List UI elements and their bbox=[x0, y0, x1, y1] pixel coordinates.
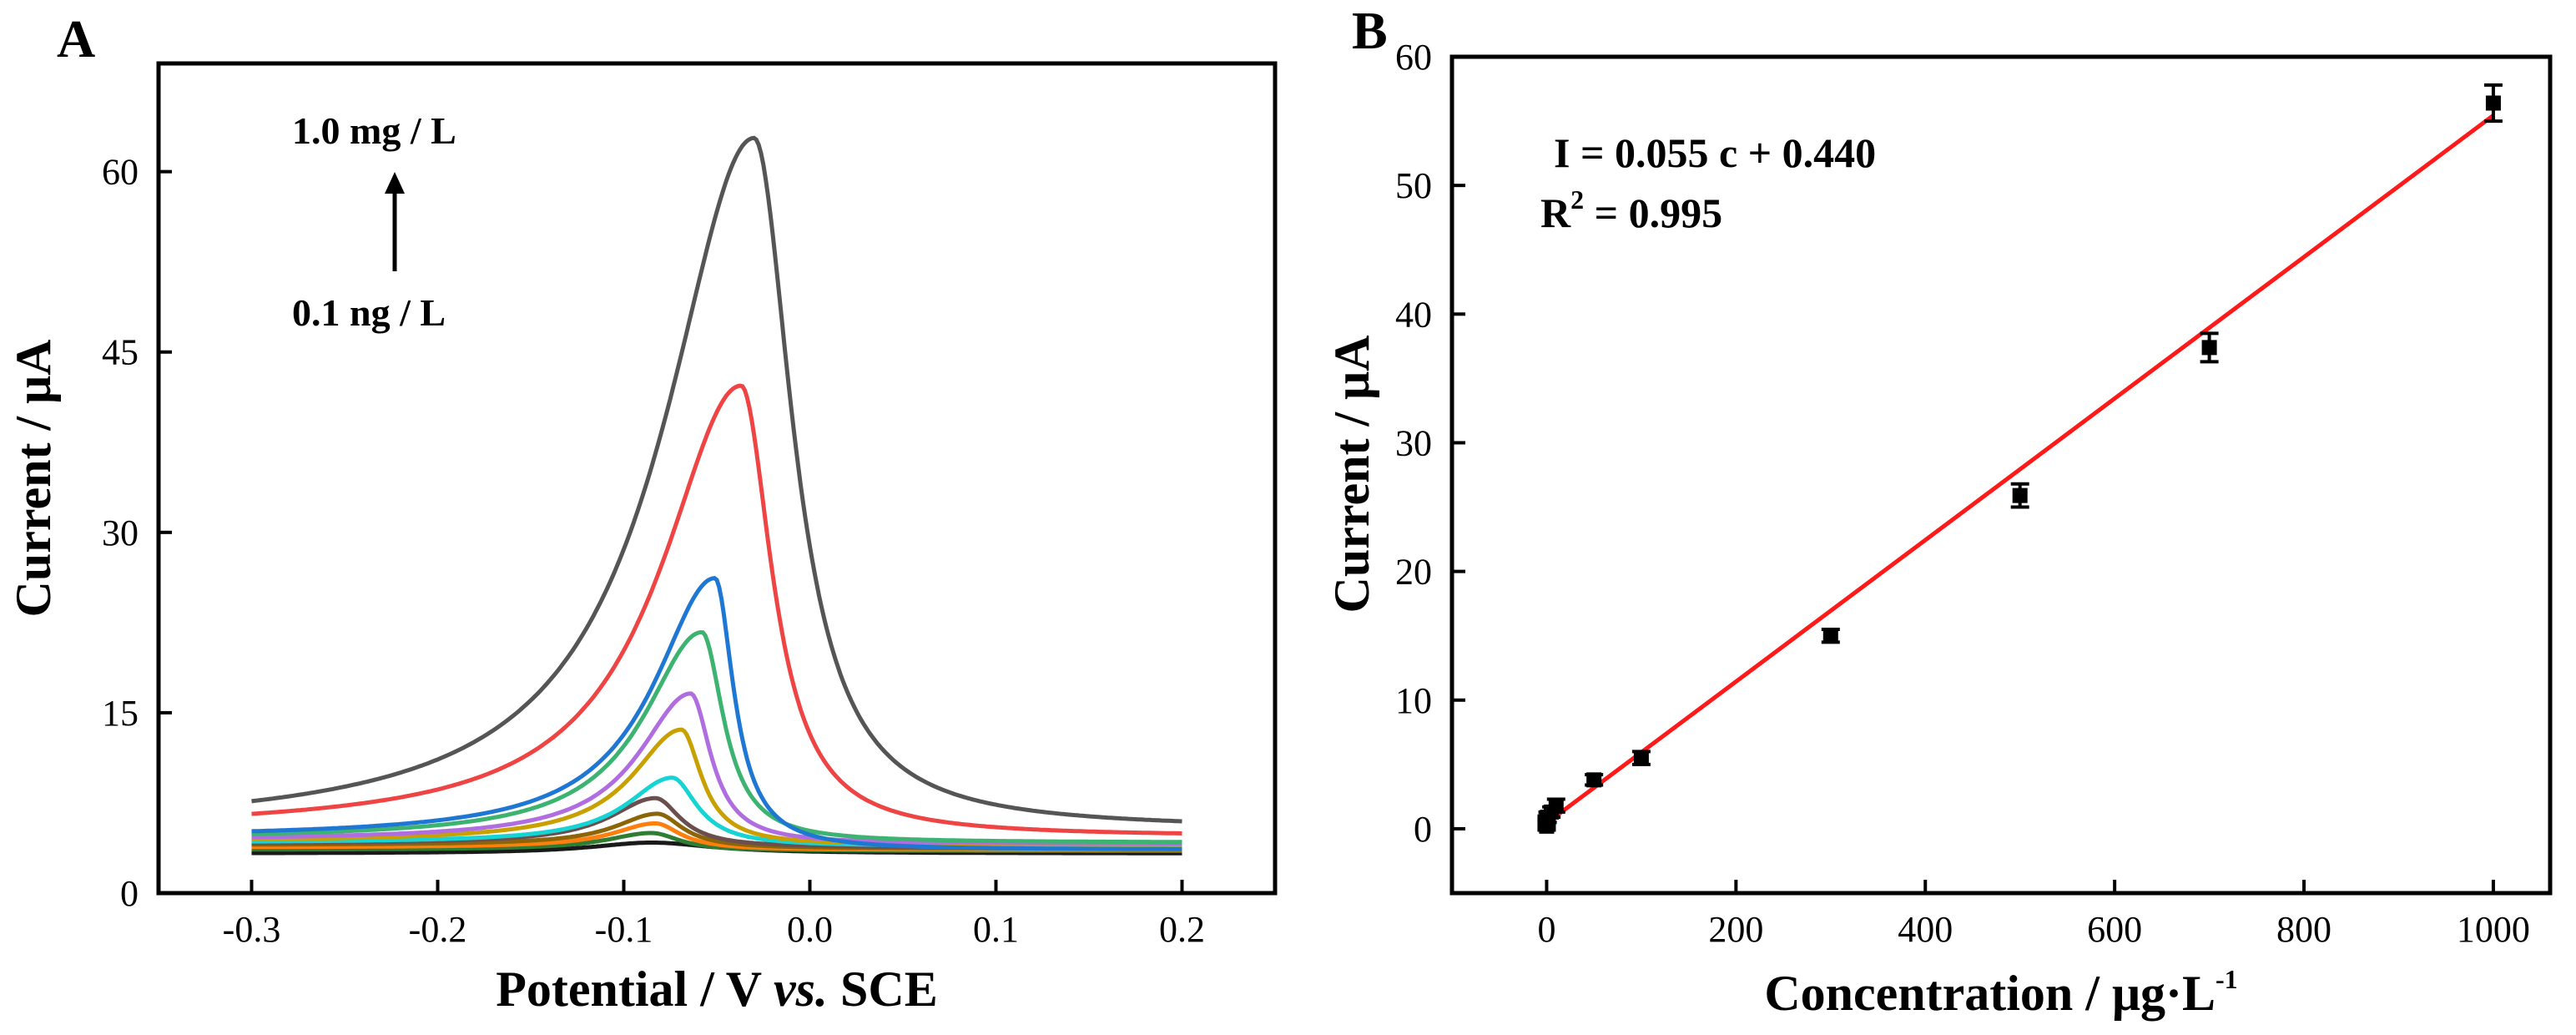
panel-b-y-tick-label: 30 bbox=[1395, 422, 1432, 463]
panel-a-x-ticks: -0.3 -0.2 -0.1 0.0 0.1 0.2 bbox=[223, 880, 1205, 950]
curve-c8 bbox=[251, 691, 1182, 846]
x-title-text: Concentration / μg·L bbox=[1764, 966, 2216, 1021]
panel-b: B 0 200 400 600 800 1000 0 10 20 30 40 50 60 I = 0.… bbox=[1324, 1, 2553, 1021]
panel-b-y-ticks: 0 10 20 30 40 50 60 bbox=[1395, 37, 1465, 850]
panel-a-y-tick-label: 30 bbox=[102, 512, 139, 553]
panel-a-x-tick-label: 0.0 bbox=[787, 909, 833, 950]
panel-a-y-axis-title: Current / μA bbox=[6, 340, 61, 618]
panel-b-y-axis-title: Current / μA bbox=[1324, 336, 1379, 613]
panel-b-x-tick-label: 0 bbox=[1537, 909, 1555, 950]
data-point bbox=[2012, 487, 2028, 503]
panel-a-x-tick-label: -0.2 bbox=[409, 909, 467, 950]
panel-a-letter: A bbox=[57, 9, 95, 68]
panel-b-x-tick-label: 800 bbox=[2276, 909, 2332, 950]
panel-b-x-axis-title: Concentration / μg·L-1 bbox=[1764, 964, 2237, 1021]
panel-a-y-tick-label: 60 bbox=[102, 152, 139, 193]
data-point bbox=[1633, 750, 1649, 766]
panel-b-y-tick-label: 50 bbox=[1395, 165, 1432, 206]
x-title-part-1: Potential / V bbox=[496, 962, 774, 1017]
panel-b-x-tick-label: 400 bbox=[1898, 909, 1953, 950]
data-point bbox=[1822, 628, 1838, 644]
annotation-top-concentration: 1.0 mg / L bbox=[292, 109, 456, 152]
panel-a: A -0.3 -0.2 -0.1 0.0 0.1 0.2 0 15 30 45 60 1.0 mg… bbox=[6, 9, 1278, 1017]
fit-line bbox=[1545, 114, 2495, 825]
x-title-part-3: SCE bbox=[828, 962, 938, 1017]
panel-a-x-tick-label: 0.1 bbox=[973, 909, 1019, 950]
panel-a-x-tick-label: -0.3 bbox=[223, 909, 281, 950]
x-title-part-vs: vs. bbox=[774, 962, 828, 1017]
panel-a-x-tick-label: 0.2 bbox=[1159, 909, 1205, 950]
curve-c11 bbox=[251, 383, 1182, 836]
panel-a-x-tick-label: -0.1 bbox=[595, 909, 653, 950]
panel-b-y-tick-label: 60 bbox=[1395, 37, 1432, 78]
panel-b-x-ticks: 0 200 400 600 800 1000 bbox=[1537, 880, 2530, 950]
r-squared: R2 = 0.995 bbox=[1540, 184, 1722, 236]
panel-a-x-axis-title: Potential / V vs. SCE bbox=[496, 962, 938, 1017]
panel-b-plot-frame bbox=[1449, 54, 2553, 896]
panel-b-x-tick-label: 600 bbox=[2087, 909, 2142, 950]
panel-b-y-tick-label: 20 bbox=[1395, 552, 1432, 593]
panel-b-letter: B bbox=[1352, 1, 1388, 60]
panel-b-y-tick-label: 0 bbox=[1414, 809, 1432, 850]
x-title-superscript: -1 bbox=[2216, 964, 2238, 994]
r-squared-label: R bbox=[1540, 189, 1571, 236]
data-point bbox=[1548, 798, 1564, 814]
curve-c12 bbox=[251, 135, 1182, 824]
data-point bbox=[1586, 772, 1602, 788]
panel-a-y-tick-label: 15 bbox=[102, 693, 139, 734]
panel-a-y-tick-label: 0 bbox=[120, 873, 139, 914]
panel-a-y-ticks: 0 15 30 45 60 bbox=[102, 152, 172, 914]
panel-b-y-tick-label: 40 bbox=[1395, 294, 1432, 335]
panel-b-x-tick-label: 200 bbox=[1708, 909, 1763, 950]
data-point bbox=[2485, 95, 2501, 111]
annotation-bottom-concentration: 0.1 ng / L bbox=[292, 291, 446, 334]
panel-b-x-tick-label: 1000 bbox=[2457, 909, 2530, 950]
curve-c10 bbox=[251, 575, 1182, 851]
panel-a-plot-frame bbox=[156, 61, 1278, 896]
panel-a-curves bbox=[251, 135, 1182, 856]
r-squared-superscript: 2 bbox=[1570, 184, 1584, 215]
panel-b-y-tick-label: 10 bbox=[1395, 680, 1432, 721]
data-point bbox=[2201, 340, 2217, 356]
arrow-up-icon bbox=[385, 172, 405, 194]
r-squared-value: = 0.995 bbox=[1584, 189, 1722, 236]
panel-a-y-tick-label: 45 bbox=[102, 332, 139, 373]
curve-c9 bbox=[251, 629, 1182, 845]
panel-b-points bbox=[1537, 83, 2503, 834]
fit-equation: I = 0.055 c + 0.440 bbox=[1554, 129, 1876, 176]
panel-b-fit-line bbox=[1545, 114, 2495, 825]
